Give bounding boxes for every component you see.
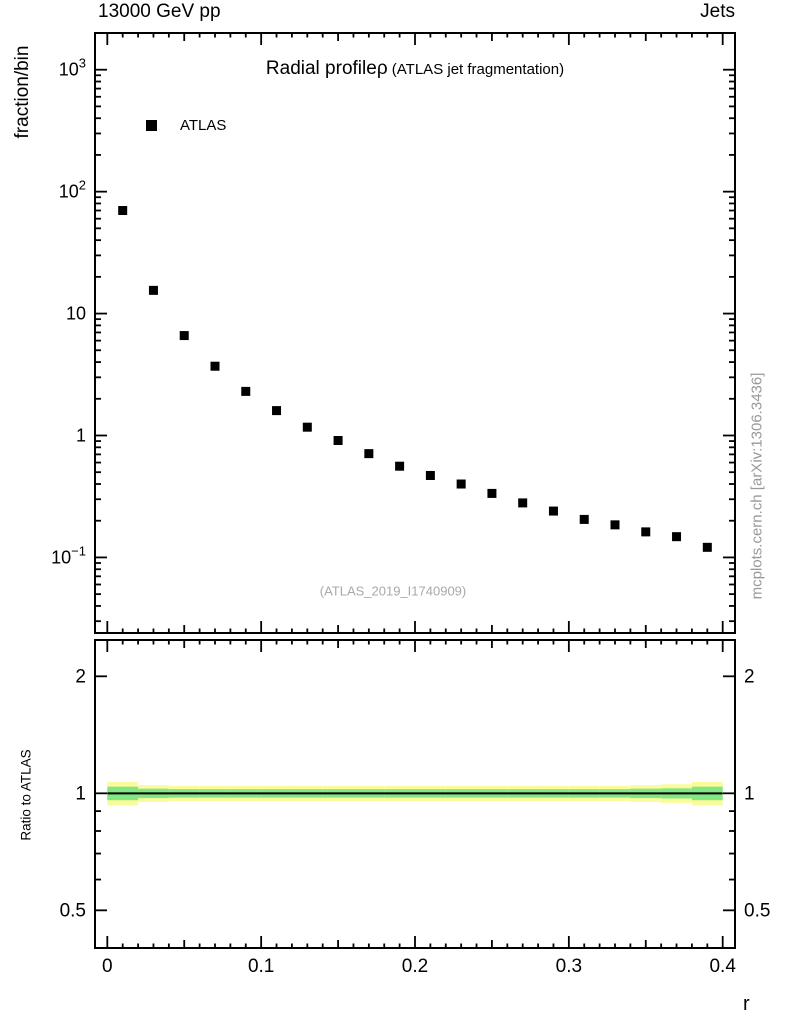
ratio-y-tick-label: 0.5 <box>60 900 86 921</box>
main-y-tick-label: 103 <box>59 56 86 80</box>
data-point-marker <box>672 532 682 542</box>
x-tick-label: 0.3 <box>556 956 582 977</box>
main-y-tick-label: 10−1 <box>51 543 86 567</box>
plot-title-main: Radial profile <box>265 58 377 79</box>
ratio-y-tick-label: 2 <box>75 666 86 687</box>
data-point-marker <box>272 406 282 416</box>
main-y-axis-title: fraction/bin <box>12 45 33 139</box>
main-y-tick-label: 102 <box>59 178 86 202</box>
x-axis-title: r <box>743 993 750 1015</box>
data-point-marker <box>148 285 158 295</box>
x-tick-label: 0.2 <box>402 956 428 977</box>
plot-title: Radial profileρ (ATLAS jet fragmentation… <box>266 58 564 80</box>
main-y-tick-label: 1 <box>76 425 86 445</box>
data-point-marker <box>118 206 128 216</box>
data-point-marker <box>241 386 251 396</box>
data-point-marker <box>395 461 405 471</box>
data-point-marker <box>548 506 558 516</box>
data-point-marker <box>610 520 620 530</box>
plot-title-rho-symbol: ρ <box>376 58 388 79</box>
legend: ATLAS <box>146 117 226 134</box>
ratio-y-tick-label: 0.5 <box>744 900 770 921</box>
ratio-y-axis-title: Ratio to ATLAS <box>18 749 34 841</box>
analysis-id-watermark: (ATLAS_2019_I1740909) <box>319 583 467 599</box>
process-label: Jets <box>700 1 735 22</box>
legend-square-marker-icon <box>146 120 157 131</box>
data-point-marker <box>487 488 497 498</box>
data-point-marker <box>641 527 651 537</box>
plot-title-subtitle: (ATLAS jet fragmentation) <box>387 61 565 78</box>
data-point-marker <box>579 514 589 524</box>
x-tick-label: 0.4 <box>709 956 736 977</box>
data-point-marker <box>364 449 374 459</box>
ratio-y-tick-label: 1 <box>75 783 86 804</box>
main-panel-frame <box>94 32 736 634</box>
data-point-marker <box>456 479 466 489</box>
data-point-marker <box>179 331 189 341</box>
data-point-marker <box>302 422 312 432</box>
data-point-marker <box>518 498 528 508</box>
ratio-y-tick-label: 2 <box>744 666 755 687</box>
x-tick-label: 0 <box>102 956 113 977</box>
data-point-marker <box>702 542 712 552</box>
mcplots-attribution-note: mcplots.cern.ch [arXiv:1306.3436] <box>748 372 766 600</box>
beam-energy-label: 13000 GeV pp <box>98 1 221 22</box>
ratio-y-tick-label: 1 <box>744 783 755 804</box>
x-tick-label: 0.1 <box>248 956 274 977</box>
data-point-marker <box>425 470 435 480</box>
legend-label: ATLAS <box>180 117 227 134</box>
ratio-panel-frame <box>94 639 736 949</box>
main-y-tick-label: 10 <box>66 304 86 324</box>
data-point-marker <box>333 435 343 445</box>
data-point-marker <box>210 361 220 371</box>
